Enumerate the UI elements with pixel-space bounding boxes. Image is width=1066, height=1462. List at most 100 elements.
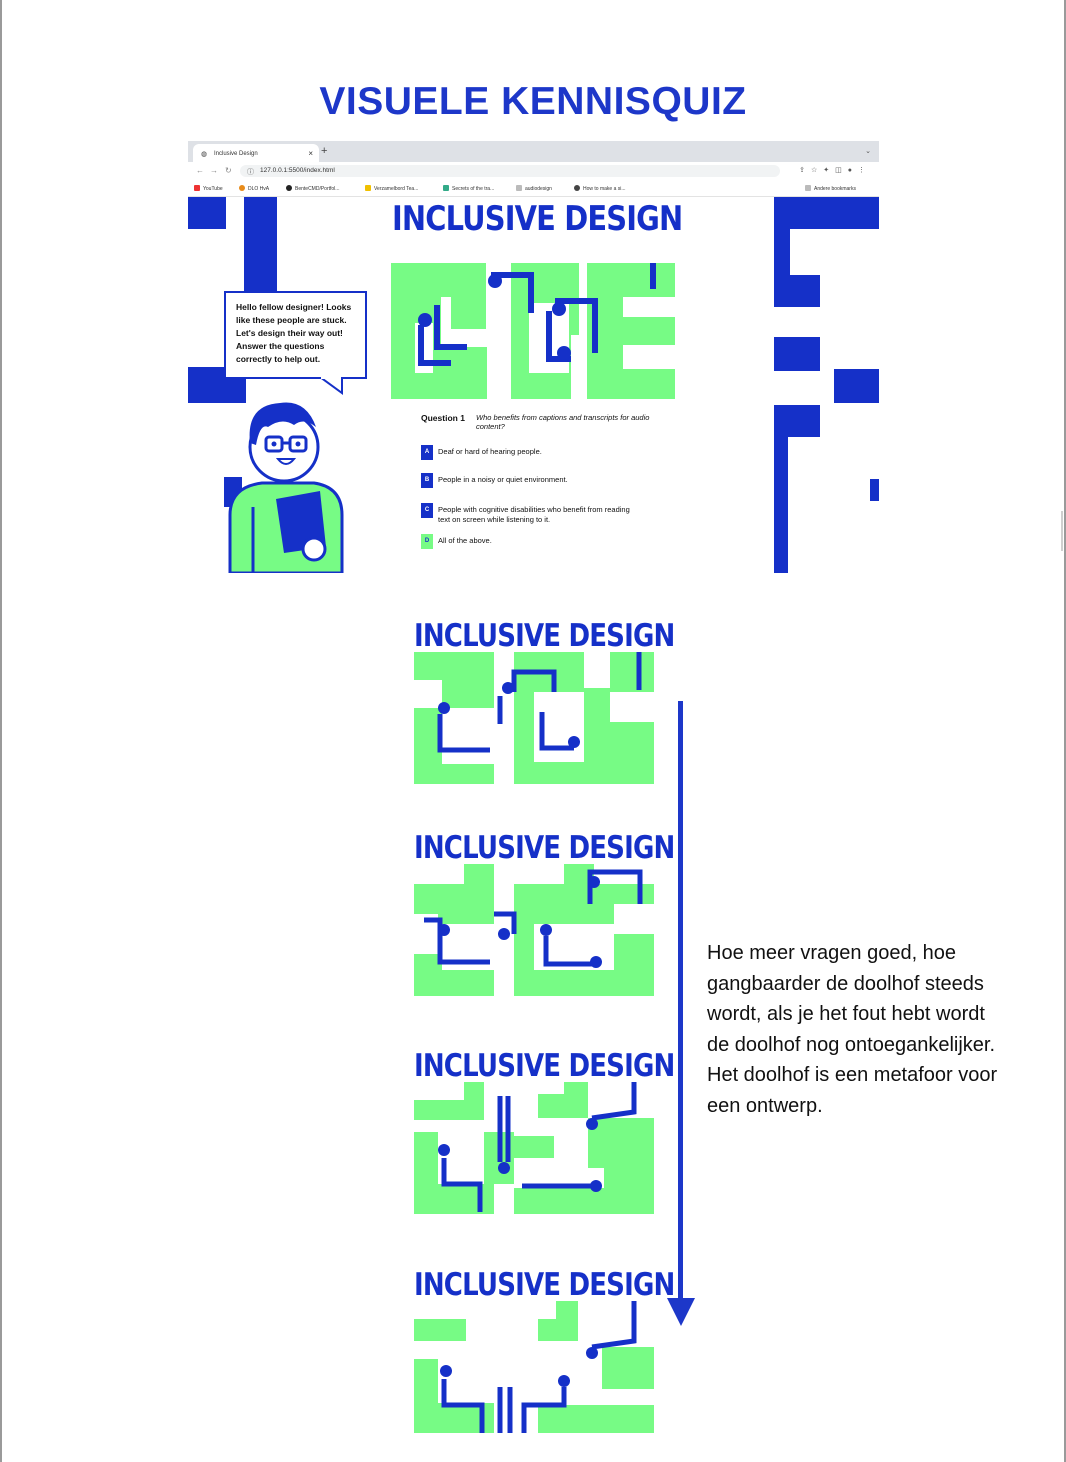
- folder-icon: [516, 185, 522, 191]
- answer-text: Deaf or hard of hearing people.: [438, 447, 542, 456]
- answer-text: People with cognitive disabilities who b…: [438, 505, 630, 524]
- maze-logo: INCLUSIVE DESIGN: [414, 618, 675, 654]
- figure-seated: [418, 325, 451, 366]
- maze-wall: [774, 229, 790, 307]
- figure-head: [552, 302, 566, 316]
- bookmark-item[interactable]: DLO HvA: [239, 185, 269, 192]
- figure-head: [588, 876, 600, 888]
- bookmark-item[interactable]: YouTube: [194, 185, 223, 192]
- bookmark-item[interactable]: BenteCMD/Portfol...: [286, 185, 339, 192]
- forward-icon[interactable]: →: [210, 166, 218, 175]
- maze-path: [414, 1319, 466, 1341]
- figure-leaning: [555, 298, 598, 353]
- close-tab-icon[interactable]: ×: [308, 149, 313, 158]
- maze-wall: [774, 197, 879, 229]
- maze-wall: [834, 369, 879, 403]
- bookmarks-bar: YouTube DLO HvA BenteCMD/Portfol... Verz…: [188, 180, 879, 197]
- maze-stage-2: INCLUSIVE DESIGN: [414, 830, 675, 1025]
- arrow-down-icon: [667, 1298, 695, 1326]
- figure-head: [502, 682, 514, 694]
- dlo-icon: [239, 185, 245, 191]
- browser-toolbar: ← → ↻ ⓘ 127.0.0.1:5500/index.html ⇪☆✦◫●⋮: [188, 162, 879, 180]
- maze-illustration: [391, 263, 675, 399]
- speech-tail-mask: [321, 377, 341, 379]
- maze-stage-4: INCLUSIVE DESIGN: [414, 1267, 675, 1437]
- bookmark-item[interactable]: How to make a si...: [574, 185, 626, 192]
- globe-icon: [574, 185, 580, 191]
- address-bar[interactable]: ⓘ 127.0.0.1:5500/index.html: [240, 165, 780, 177]
- figure-seated: [539, 712, 574, 751]
- figure-head: [586, 1347, 598, 1359]
- answer-letter: C: [421, 503, 433, 518]
- person-figures: [441, 1082, 637, 1212]
- speech-tail-shape: [318, 377, 343, 395]
- question-label: Question 1: [421, 413, 465, 423]
- tab-title: Inclusive Design: [214, 151, 258, 157]
- figure-head: [590, 956, 602, 968]
- figure-bending: [491, 272, 534, 313]
- figure-bending: [494, 911, 517, 934]
- maze-path: [564, 1082, 588, 1118]
- explanation-text: Hoe meer vragen goed, hoe gangbaarder de…: [707, 942, 998, 1117]
- maze-gap: [414, 680, 442, 708]
- bookmark-item[interactable]: Secrets of the tra...: [443, 185, 494, 192]
- figure-head: [438, 924, 450, 936]
- new-tab-icon[interactable]: +: [321, 145, 328, 157]
- mascot-smile: [275, 458, 297, 465]
- other-bookmarks[interactable]: Andere bookmarks: [805, 185, 856, 192]
- browser-screenshot: ◍ Inclusive Design × + ⌄ ← → ↻ ⓘ 127.0.0…: [188, 141, 879, 573]
- maze-gap: [614, 904, 654, 934]
- browser-tab[interactable]: ◍ Inclusive Design ×: [193, 144, 319, 162]
- maze-gap: [610, 692, 654, 722]
- person-figures: [418, 263, 656, 366]
- progress-arrow-line: [678, 701, 683, 1301]
- figure-seated: [434, 305, 467, 350]
- mascot-eye: [271, 441, 277, 447]
- maze-logo: INCLUSIVE DESIGN: [414, 830, 675, 866]
- maze-path: [587, 263, 675, 399]
- maze-path: [538, 1405, 654, 1433]
- page-icon: [443, 185, 449, 191]
- person-figures: [424, 869, 643, 967]
- maze-path: [464, 864, 494, 904]
- speech-tail: [318, 377, 343, 395]
- answer-text: All of the above.: [438, 536, 492, 545]
- question-text: Who benefits from captions and transcrip…: [476, 413, 650, 431]
- maze-illustration: [414, 1082, 654, 1214]
- figure-head: [418, 313, 432, 327]
- mascot-hand: [301, 536, 327, 562]
- figure-bending: [587, 869, 643, 904]
- figure-seated: [521, 1387, 567, 1433]
- back-icon[interactable]: ←: [196, 166, 204, 175]
- miro-icon: [365, 185, 371, 191]
- figure-head: [557, 346, 571, 360]
- chevron-down-icon[interactable]: ⌄: [865, 148, 871, 155]
- person-figures: [441, 1301, 637, 1433]
- browser-viewport: INCLUSIVE DESIGN: [188, 197, 879, 573]
- figure-head: [440, 1365, 452, 1377]
- bookmark-item[interactable]: Verzamelbord Tea...: [365, 185, 418, 192]
- maze-gap: [494, 652, 514, 784]
- person-figures: [437, 652, 642, 753]
- figure-head: [498, 928, 510, 940]
- maze-illustration: [414, 652, 654, 784]
- mascot-avatar: [228, 402, 344, 573]
- bookmark-item[interactable]: audiodesign: [516, 185, 552, 192]
- scrollbar[interactable]: [1061, 511, 1063, 551]
- url-text: 127.0.0.1:5500/index.html: [260, 167, 335, 174]
- answer-letter: A: [421, 445, 433, 460]
- app-logo: INCLUSIVE DESIGN: [392, 199, 683, 239]
- reload-icon[interactable]: ↻: [225, 166, 232, 175]
- maze-wall: [774, 437, 788, 573]
- maze-gap: [623, 345, 675, 369]
- maze-wall: [774, 337, 820, 371]
- maze-path: [514, 1188, 654, 1214]
- figure-seated: [437, 714, 490, 753]
- answer-letter: B: [421, 473, 433, 488]
- maze-path: [602, 1347, 654, 1389]
- toolbar-icons[interactable]: ⇪☆✦◫●⋮: [799, 167, 871, 174]
- github-icon: [286, 185, 292, 191]
- figure-seated: [441, 1158, 483, 1212]
- maze-logo: INCLUSIVE DESIGN: [414, 1267, 675, 1303]
- maze-path: [588, 1118, 654, 1168]
